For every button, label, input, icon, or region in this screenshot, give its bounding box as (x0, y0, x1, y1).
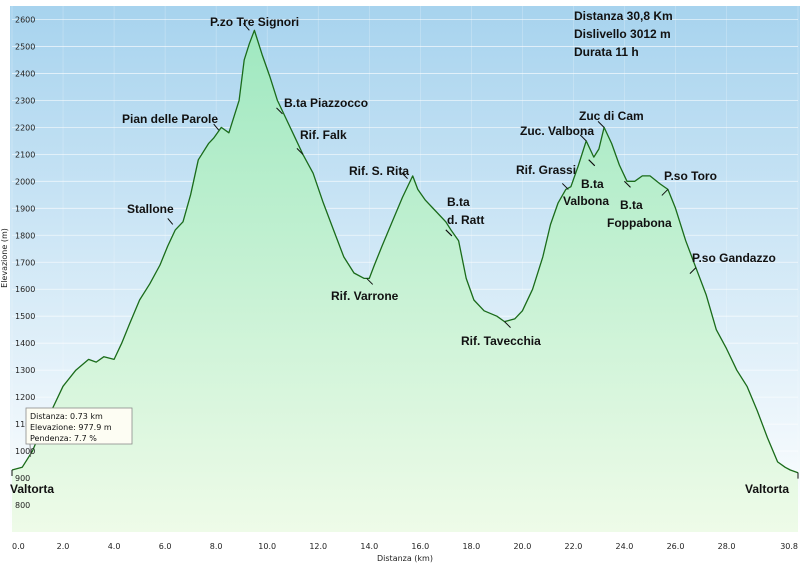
x-tick-label: 2.0 (57, 542, 70, 551)
tooltip-slope: Pendenza: 7.7 % (30, 434, 97, 443)
y-axis-title: Elevazione (m) (0, 228, 9, 288)
waypoint-label: Rif. Tavecchia (461, 334, 541, 348)
waypoint-label: Stallone (127, 202, 174, 216)
y-tick-label: 1200 (15, 393, 35, 402)
y-tick-label: 2300 (15, 96, 35, 105)
waypoint-marker (296, 148, 304, 155)
waypoint-label: P.so Gandazzo (692, 251, 776, 265)
y-tick-label: 2400 (15, 69, 35, 78)
waypoint-marker (213, 123, 220, 131)
waypoint-label: Valbona (563, 194, 609, 208)
x-tick-label: 18.0 (462, 542, 480, 551)
x-tick-label: 30.8 (780, 542, 798, 551)
waypoint-marker (588, 159, 596, 167)
waypoint-label: B.ta Piazzocco (284, 96, 368, 110)
waypoint-label: Rif. Varrone (331, 289, 399, 303)
stats-box: Distanza 30,8 Km Dislivello 3012 m Durat… (574, 9, 673, 59)
waypoint-marker (445, 229, 453, 237)
waypoint-marker (167, 218, 174, 225)
y-axis-ticks: 800 900 1000 1100 1200 1300 1400 1500 1600 1700 18… (15, 15, 35, 510)
y-tick-label: 1300 (15, 366, 35, 375)
x-tick-label: 0.0 (12, 542, 25, 551)
tooltip-box (25, 407, 133, 445)
waypoint-marker (366, 278, 374, 285)
hover-tooltip: Distanza: 0.73 km Elevazione: 977.9 m Pe… (25, 407, 133, 458)
y-tick-label: 1100 (15, 420, 35, 429)
waypoint-label: B.ta (620, 198, 643, 212)
waypoint-label: Rif. S. Rita (349, 164, 409, 178)
elevation-line (11, 29, 799, 474)
waypoint-label: Zuc. Valbona (520, 124, 594, 138)
waypoint-marker (276, 107, 283, 115)
waypoint-label: Valtorta (10, 482, 54, 496)
x-tick-label: 12.0 (309, 542, 327, 551)
x-tick-label: 10.0 (258, 542, 276, 551)
stat-distance: Distanza 30,8 Km (574, 9, 673, 23)
y-tick-label: 1000 (15, 447, 35, 456)
x-tick-label: 14.0 (360, 542, 378, 551)
y-tick-label: 2000 (15, 177, 35, 186)
y-tick-label: 1400 (15, 339, 35, 348)
stat-duration: Durata 11 h (574, 45, 639, 59)
waypoint-label: P.zo Tre Signori (210, 15, 299, 29)
y-tick-label: 800 (15, 501, 30, 510)
tooltip-distance: Distanza: 0.73 km (30, 412, 103, 421)
y-tick-label: 1800 (15, 231, 35, 240)
waypoint-label: Zuc di Cam (579, 109, 644, 123)
waypoint-label: P.so Toro (664, 169, 717, 183)
y-tick-label: 1600 (15, 285, 35, 294)
waypoint-label: B.ta (447, 195, 470, 209)
waypoint-marker (597, 121, 605, 128)
x-tick-label: 8.0 (210, 542, 223, 551)
waypoint-label: Rif. Falk (300, 128, 347, 142)
waypoint-label: d. Ratt (447, 213, 484, 227)
waypoint-marker (561, 183, 569, 190)
x-tick-label: 6.0 (159, 542, 172, 551)
x-tick-label: 26.0 (667, 542, 685, 551)
y-tick-label: 2500 (15, 42, 35, 51)
stat-elevation-gain: Dislivello 3012 m (574, 27, 671, 41)
x-tick-label: 4.0 (108, 542, 121, 551)
x-tick-label: 20.0 (513, 542, 531, 551)
x-tick-label: 24.0 (616, 542, 634, 551)
x-axis-ticks: 0.0 2.0 4.0 6.0 8.0 10.0 12.0 14.0 16.0 18.0 20.0 2… (12, 542, 798, 551)
waypoint-label: Foppabona (607, 216, 672, 230)
waypoint-marker (661, 189, 669, 196)
waypoint-marker (689, 267, 697, 275)
waypoint-marker (242, 22, 250, 31)
y-tick-label: 2600 (15, 15, 35, 24)
waypoint-marker (579, 134, 587, 142)
waypoint-label: Pian delle Parole (122, 112, 218, 126)
y-tick-label: 1500 (15, 312, 35, 321)
waypoint-label: Valtorta (745, 482, 789, 496)
waypoint-annotations: P.zo Tre Signori Pian delle Parole B.ta Pi… (10, 15, 799, 496)
x-tick-label: 22.0 (565, 542, 583, 551)
y-tick-label: 2100 (15, 150, 35, 159)
y-tick-label: 2200 (15, 123, 35, 132)
elevation-area (11, 29, 799, 533)
tooltip-pointer (29, 443, 32, 458)
waypoint-label: B.ta (581, 177, 604, 191)
y-tick-label: 1700 (15, 258, 35, 267)
waypoint-marker (504, 321, 511, 328)
y-tick-label: 900 (15, 474, 30, 483)
x-axis-title: Distanza (km) (377, 554, 433, 563)
elevation-fill (12, 30, 798, 533)
x-tick-label: 28.0 (718, 542, 736, 551)
tooltip-elevation: Elevazione: 977.9 m (30, 423, 112, 432)
waypoint-label: Rif. Grassi (516, 163, 576, 177)
waypoint-marker (401, 172, 408, 179)
x-tick-label: 16.0 (411, 542, 429, 551)
waypoint-marker (624, 180, 631, 188)
y-tick-label: 1900 (15, 204, 35, 213)
